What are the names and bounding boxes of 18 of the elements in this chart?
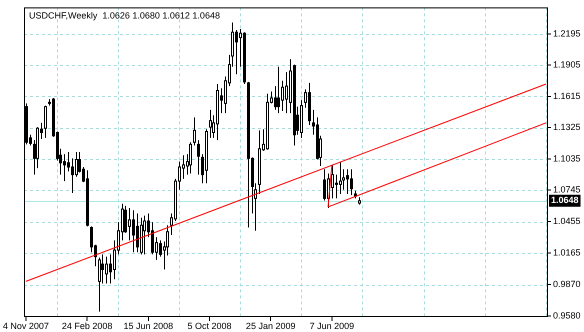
chart-title: USDCHF,Weekly 1.0626 1.0680 1.0612 1.0648 (29, 10, 220, 20)
y-tick-label: 1.0745 (553, 184, 581, 195)
y-tick-label: 0.9870 (553, 279, 581, 290)
y-tick-label: 0.9580 (553, 310, 581, 320)
x-tick-label: 5 Oct 2008 (187, 320, 232, 331)
y-tick-label: 1.0165 (553, 247, 581, 258)
x-tick-label: 25 Jan 2009 (246, 320, 296, 331)
y-tick-label: 1.1905 (553, 60, 581, 70)
y-tick-label: 1.1035 (553, 153, 581, 164)
y-tick-label: 1.2195 (553, 28, 581, 38)
ref-line-label: 1.0648 (551, 195, 579, 206)
x-tick-label: 4 Nov 2007 (2, 320, 49, 331)
y-tick-label: 1.0455 (553, 216, 581, 226)
x-tick-label: 7 Jun 2009 (310, 320, 354, 331)
y-tick-label: 1.1325 (553, 122, 581, 132)
y-tick-label: 1.1615 (553, 90, 581, 101)
x-tick-label: 24 Feb 2008 (62, 320, 112, 331)
x-tick-label: 15 Jun 2008 (124, 320, 174, 331)
